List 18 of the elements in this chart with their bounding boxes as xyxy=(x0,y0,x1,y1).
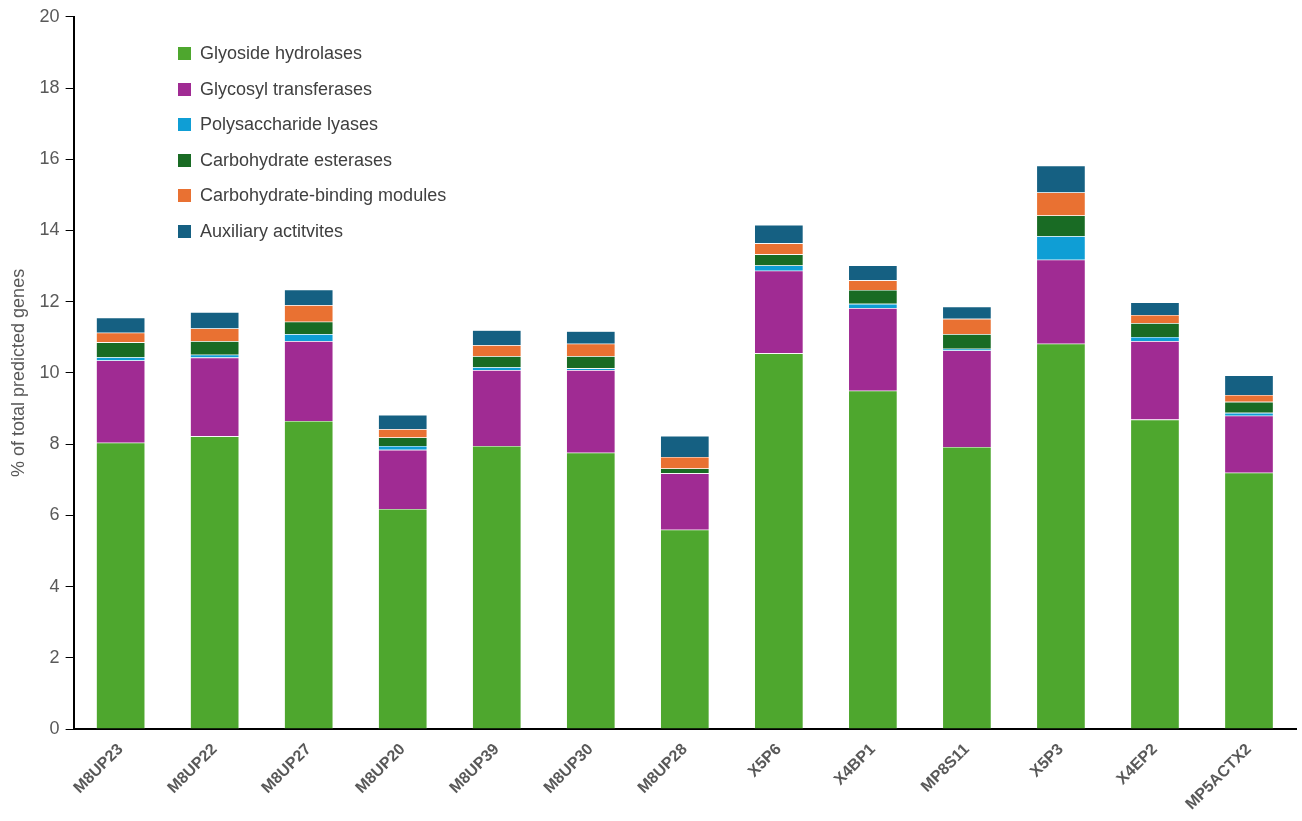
y-tick-label: 14 xyxy=(39,219,60,240)
y-tick-label: 4 xyxy=(49,575,60,596)
y-axis-title: % of total predicted genes xyxy=(7,268,28,478)
y-tick-label: 20 xyxy=(39,5,60,26)
legend-label: Glyoside hydrolases xyxy=(200,43,363,65)
y-tick-label: 18 xyxy=(39,77,60,97)
legend-label: Polysaccharide lyases xyxy=(200,114,379,136)
legend-label: Auxiliary actitvites xyxy=(200,220,344,242)
y-tick-label: 12 xyxy=(39,290,60,311)
legend-label: Carbohydrate-binding modules xyxy=(200,185,447,207)
y-tick-label: 2 xyxy=(49,646,60,667)
y-tick-label: 16 xyxy=(39,148,60,169)
y-tick-label: 8 xyxy=(49,433,60,454)
y-tick-label: 6 xyxy=(49,504,60,525)
legend-label: Glycosyl transferases xyxy=(200,78,373,100)
legend-label: Carbohydrate esterases xyxy=(200,149,393,171)
y-tick-label: 10 xyxy=(39,361,60,382)
y-tick-label: 0 xyxy=(49,718,60,739)
